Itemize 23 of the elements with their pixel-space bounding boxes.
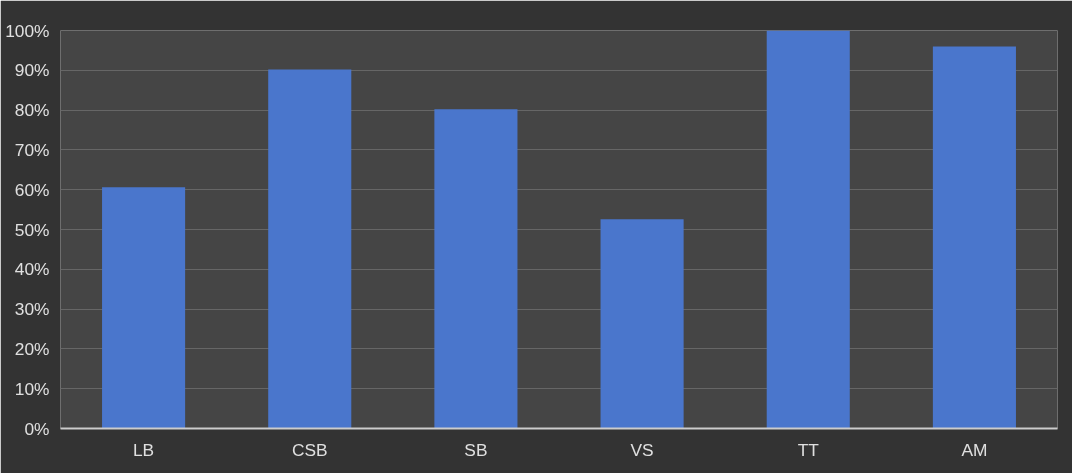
y-tick-label: 10% (14, 378, 50, 399)
bar (600, 219, 684, 429)
bar (932, 46, 1016, 429)
y-tick-label: 20% (14, 338, 50, 359)
x-tick-label: SB (464, 439, 488, 460)
x-tick-label: TT (797, 439, 820, 460)
bar (102, 187, 186, 429)
x-tick-label: LB (132, 439, 155, 460)
x-tick-label: AM (961, 439, 988, 460)
y-tick-label: 90% (14, 60, 50, 81)
y-tick-label: 100% (5, 20, 50, 41)
y-tick-label: 50% (14, 219, 50, 240)
y-tick-label: 70% (14, 139, 50, 160)
bar (766, 30, 850, 429)
y-tick-label: 60% (14, 179, 50, 200)
y-tick-label: 40% (14, 259, 50, 280)
y-tick-label: 80% (14, 100, 50, 121)
y-tick-label: 0% (24, 418, 50, 439)
x-tick-label: CSB (291, 439, 328, 460)
bar (434, 109, 518, 429)
y-tick-label: 30% (14, 299, 50, 320)
x-tick-label: VS (630, 439, 654, 460)
bar (268, 69, 352, 429)
